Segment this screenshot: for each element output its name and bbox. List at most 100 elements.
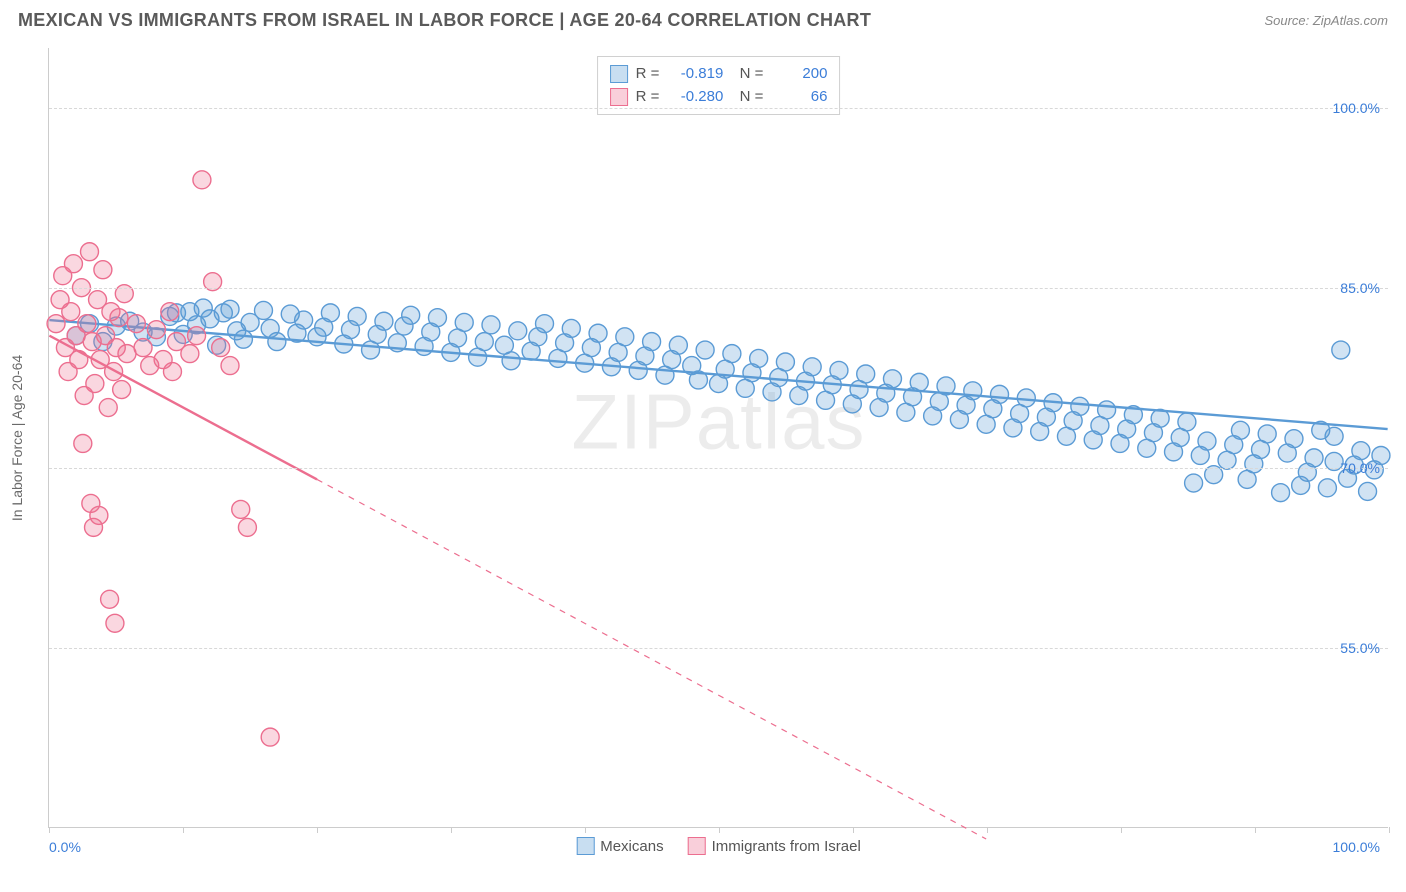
data-point	[74, 435, 92, 453]
data-point	[64, 255, 82, 273]
data-point	[536, 315, 554, 333]
data-point	[1231, 421, 1249, 439]
data-point	[1318, 479, 1336, 497]
data-point	[643, 333, 661, 351]
data-point	[221, 357, 239, 375]
data-point	[696, 341, 714, 359]
stat-n-value-1: 66	[771, 86, 827, 109]
stats-legend-box: R = -0.819 N = 200 R = -0.280 N = 66	[597, 56, 841, 115]
data-point	[86, 375, 104, 393]
legend-item-1: Immigrants from Israel	[688, 837, 861, 855]
stat-r-label: R =	[636, 63, 660, 86]
data-point	[1178, 413, 1196, 431]
gridline	[49, 648, 1388, 649]
x-tick	[317, 827, 318, 833]
data-point	[1332, 341, 1350, 359]
data-point	[113, 381, 131, 399]
x-tick	[719, 827, 720, 833]
y-tick-label: 55.0%	[1340, 640, 1380, 656]
data-point	[105, 363, 123, 381]
data-point	[47, 315, 65, 333]
data-point	[127, 315, 145, 333]
data-point	[163, 363, 181, 381]
stat-n-value-0: 200	[771, 63, 827, 86]
legend-swatch-0	[576, 837, 594, 855]
data-point	[212, 339, 230, 357]
chart-source: Source: ZipAtlas.com	[1264, 13, 1388, 28]
trend-line-extrapolated	[317, 479, 986, 839]
legend-label-1: Immigrants from Israel	[712, 838, 861, 855]
x-tick	[49, 827, 50, 833]
legend-swatch-1	[688, 837, 706, 855]
data-point	[428, 309, 446, 327]
data-point	[321, 304, 339, 322]
stat-r-label: R =	[636, 86, 660, 109]
data-point	[475, 333, 493, 351]
data-point	[221, 300, 239, 318]
data-point	[482, 316, 500, 334]
data-point	[1198, 432, 1216, 450]
swatch-series-1	[610, 88, 628, 106]
data-point	[803, 358, 821, 376]
data-point	[723, 345, 741, 363]
scatter-svg	[49, 48, 1388, 827]
data-point	[1359, 482, 1377, 500]
data-point	[1272, 484, 1290, 502]
data-point	[616, 328, 634, 346]
y-tick-label: 70.0%	[1340, 460, 1380, 476]
data-point	[883, 370, 901, 388]
x-tick	[451, 827, 452, 833]
data-point	[1258, 425, 1276, 443]
chart-header: MEXICAN VS IMMIGRANTS FROM ISRAEL IN LAB…	[0, 0, 1406, 35]
x-tick	[585, 827, 586, 833]
data-point	[1185, 474, 1203, 492]
legend-item-0: Mexicans	[576, 837, 663, 855]
data-point	[101, 590, 119, 608]
data-point	[161, 303, 179, 321]
data-point	[106, 614, 124, 632]
stat-r-value-1: -0.280	[667, 86, 723, 109]
data-point	[261, 728, 279, 746]
x-axis-end-label: 100.0%	[1333, 839, 1380, 855]
x-tick	[183, 827, 184, 833]
gridline	[49, 108, 1388, 109]
data-point	[1098, 401, 1116, 419]
data-point	[193, 171, 211, 189]
data-point	[81, 243, 99, 261]
data-point	[1325, 427, 1343, 445]
x-tick	[987, 827, 988, 833]
stat-n-label: N =	[731, 63, 763, 86]
data-point	[110, 309, 128, 327]
x-tick	[853, 827, 854, 833]
y-axis-label: In Labor Force | Age 20-64	[9, 354, 25, 520]
data-point	[118, 345, 136, 363]
y-tick-label: 85.0%	[1340, 280, 1380, 296]
data-point	[295, 311, 313, 329]
data-point	[62, 303, 80, 321]
chart-title: MEXICAN VS IMMIGRANTS FROM ISRAEL IN LAB…	[18, 10, 871, 31]
data-point	[99, 399, 117, 417]
data-point	[238, 518, 256, 536]
data-point	[134, 339, 152, 357]
legend-label-0: Mexicans	[600, 838, 663, 855]
data-point	[402, 306, 420, 324]
swatch-series-0	[610, 65, 628, 83]
data-point	[94, 261, 112, 279]
x-axis-start-label: 0.0%	[49, 839, 81, 855]
data-point	[589, 324, 607, 342]
data-point	[1071, 397, 1089, 415]
data-point	[830, 361, 848, 379]
data-point	[509, 322, 527, 340]
data-point	[562, 319, 580, 337]
data-point	[502, 352, 520, 370]
data-point	[70, 351, 88, 369]
data-point	[254, 301, 272, 319]
series-legend: Mexicans Immigrants from Israel	[576, 837, 861, 855]
data-point	[669, 336, 687, 354]
data-point	[1352, 442, 1370, 460]
x-tick	[1255, 827, 1256, 833]
x-tick	[1389, 827, 1390, 833]
data-point	[964, 382, 982, 400]
x-tick	[1121, 827, 1122, 833]
data-point	[750, 349, 768, 367]
